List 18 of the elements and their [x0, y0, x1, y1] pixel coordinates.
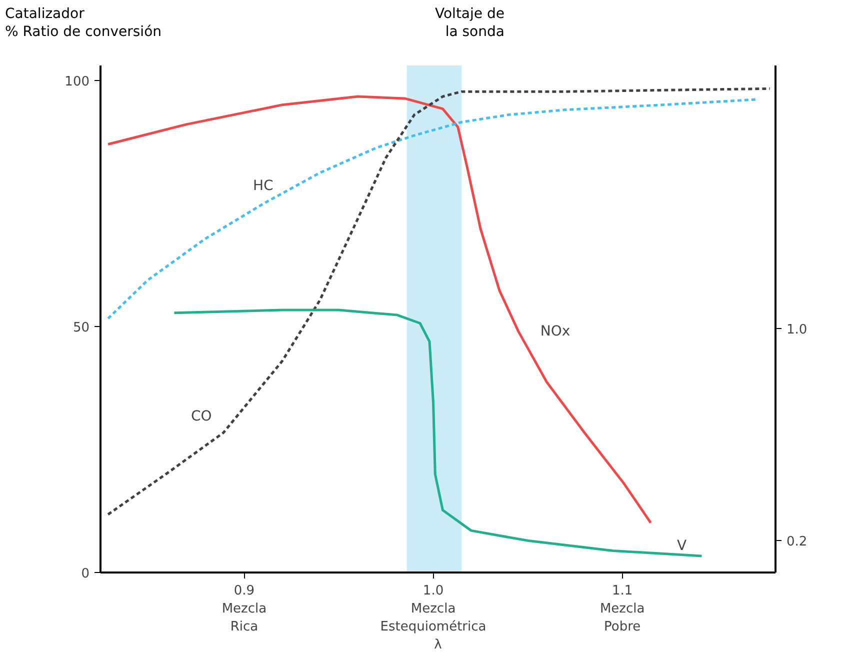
- y2-tick-label: 0.2: [786, 534, 808, 550]
- line-series: [106, 98, 758, 320]
- series-label: V: [676, 538, 687, 554]
- y-axis-title: Catalizador % Ratio de conversión: [5, 5, 162, 42]
- series-label: CO: [191, 408, 212, 425]
- x-tick-label: 1.1 Mezcla Pobre: [600, 584, 645, 634]
- series-label: HC: [252, 178, 274, 194]
- y-tick-label: 50: [72, 320, 90, 336]
- line-series: [106, 95, 652, 524]
- y2-axis-title: Voltaje de la sonda: [435, 5, 504, 42]
- y-tick-label: 100: [64, 74, 90, 90]
- line-series: [106, 87, 772, 516]
- line-series: [172, 308, 704, 558]
- x-tick-label: 0.9 Mezcla Rica: [222, 584, 267, 634]
- y2-tick-label: 1.0: [786, 322, 808, 338]
- y-tick-label: 0: [81, 566, 90, 582]
- series-label: NOx: [540, 323, 570, 340]
- x-axis-title: λ: [434, 638, 442, 652]
